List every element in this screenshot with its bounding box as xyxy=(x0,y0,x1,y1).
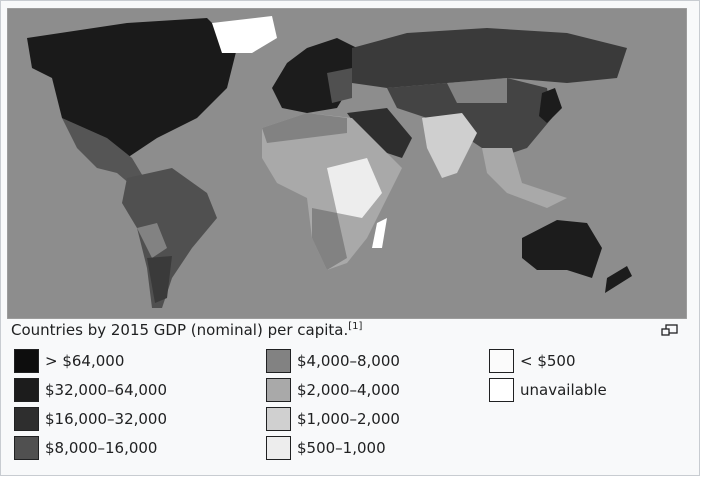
legend-swatch xyxy=(266,407,291,431)
legend-swatch xyxy=(14,349,39,373)
caption-text: Countries by 2015 GDP (nominal) per capi… xyxy=(11,321,349,339)
legend-label: $16,000–32,000 xyxy=(45,410,168,428)
legend-label: $4,000–8,000 xyxy=(297,352,400,370)
legend-label: $32,000–64,000 xyxy=(45,381,168,399)
legend-swatch xyxy=(489,349,514,373)
reference-link[interactable]: [1] xyxy=(348,321,363,332)
legend-swatch xyxy=(14,378,39,402)
legend-swatch xyxy=(489,378,514,402)
legend-swatch xyxy=(266,378,291,402)
legend-label: < $500 xyxy=(520,352,576,370)
world-map xyxy=(7,8,687,319)
legend-label: > $64,000 xyxy=(45,352,125,370)
legend-swatch xyxy=(266,436,291,460)
legend-swatch xyxy=(266,349,291,373)
figure-frame: Countries by 2015 GDP (nominal) per capi… xyxy=(0,0,700,476)
legend-swatch xyxy=(14,436,39,460)
legend-label: unavailable xyxy=(520,381,607,399)
legend-label: $500–1,000 xyxy=(297,439,386,457)
caption: Countries by 2015 GDP (nominal) per capi… xyxy=(11,321,362,339)
legend-label: $2,000–4,000 xyxy=(297,381,400,399)
legend-label: $8,000–16,000 xyxy=(45,439,158,457)
legend-label: $1,000–2,000 xyxy=(297,410,400,428)
legend-swatch xyxy=(14,407,39,431)
enlarge-icon[interactable] xyxy=(661,324,679,336)
